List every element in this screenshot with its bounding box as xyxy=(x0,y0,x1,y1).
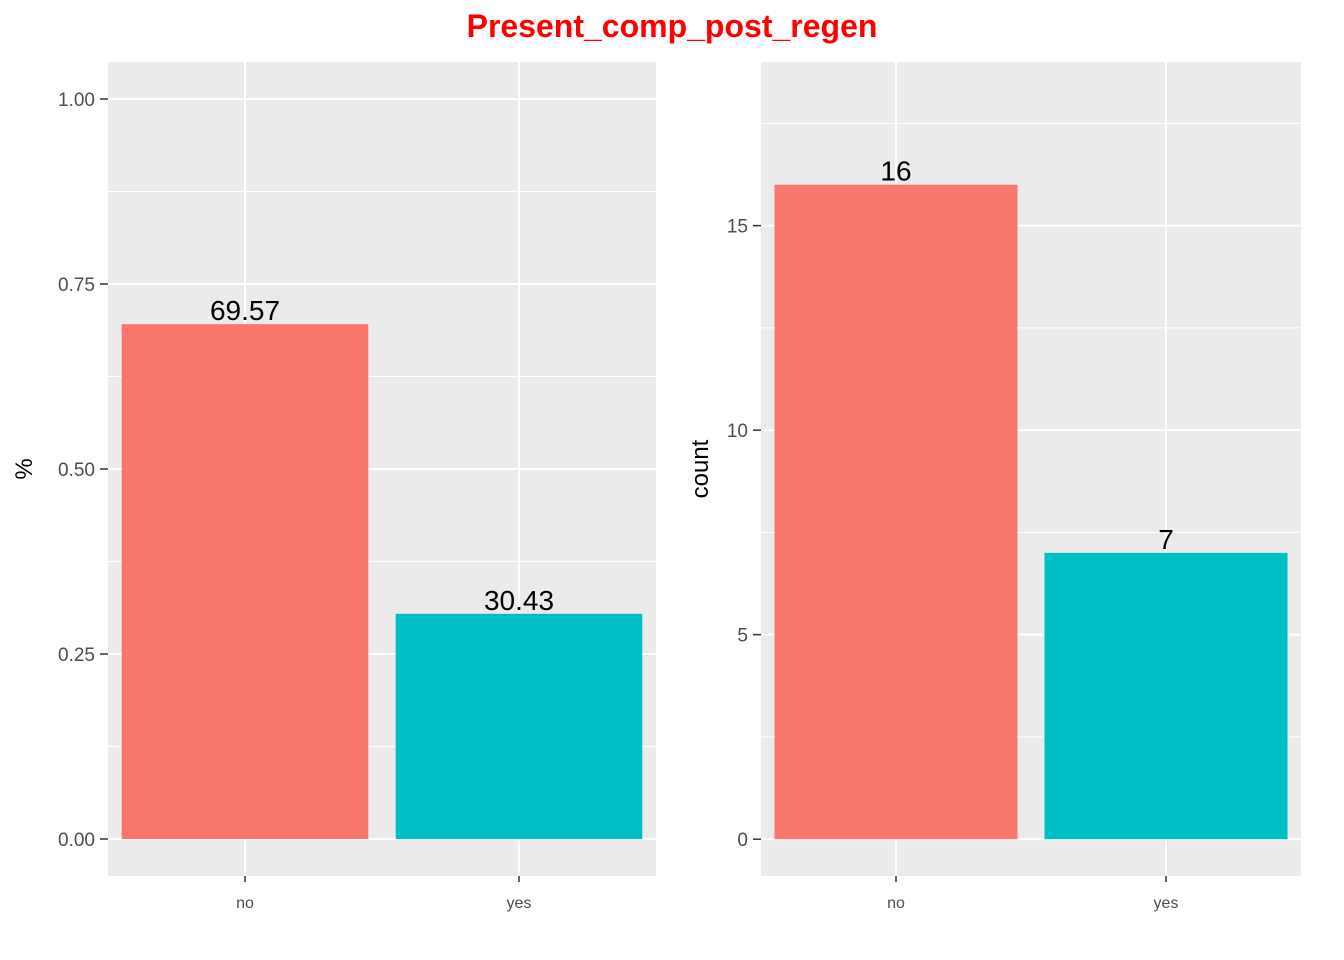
chart-title: Present_comp_post_regen xyxy=(467,8,878,44)
left-panel-percent: 0.00 0.25 0.50 0.75 1.00 69.57 30.43 no yes% xyxy=(11,62,656,912)
bar-data-label: 69.57 xyxy=(210,295,280,326)
y-tick-label: 0.25 xyxy=(58,645,95,666)
right-panel-count: 0 5 10 15 16 7 no yes count xyxy=(687,62,1301,912)
x-tick-label: yes xyxy=(507,895,532,912)
bar-no xyxy=(121,324,369,839)
y-tick-label: 0 xyxy=(737,830,748,851)
x-tick-label: no xyxy=(887,895,905,912)
bar-data-label: 16 xyxy=(880,156,911,187)
y-axis-title: count xyxy=(687,439,714,498)
x-tick-label: no xyxy=(236,895,254,912)
bar-yes xyxy=(395,613,643,839)
y-tick-label: 0.75 xyxy=(58,275,95,296)
y-tick-label: 1.00 xyxy=(58,90,95,111)
y-tick-label: 15 xyxy=(727,217,748,238)
bar-data-label: 30.43 xyxy=(484,585,554,616)
x-tick-label: yes xyxy=(1154,895,1179,912)
bar-yes xyxy=(1044,552,1288,840)
y-tick-label: 0.50 xyxy=(58,460,95,481)
y-tick-label: 0.00 xyxy=(58,830,95,851)
bar-no xyxy=(774,184,1018,840)
bar-data-label: 7 xyxy=(1158,524,1174,555)
y-tick-label: 10 xyxy=(727,421,748,442)
y-tick-label: 5 xyxy=(737,626,748,647)
y-axis-title: % xyxy=(11,458,38,479)
